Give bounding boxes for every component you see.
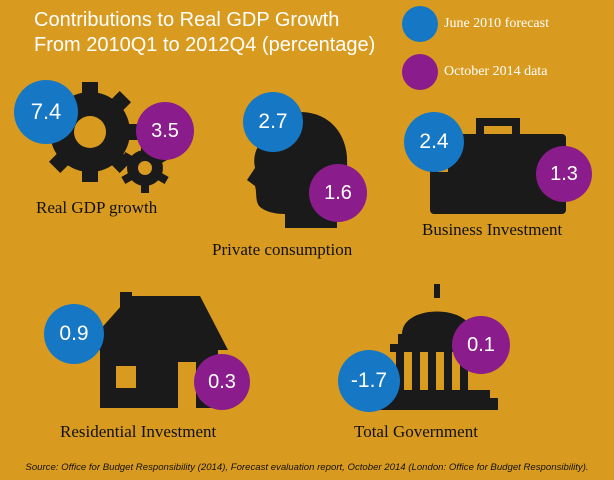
value-private-consumption-june-2010: 2.7 (258, 110, 288, 133)
legend-item-october-2014: October 2014 data (402, 54, 564, 90)
legend-label-june-2010: June 2010 forecast (444, 16, 549, 31)
legend-item-june-2010: June 2010 forecast (402, 6, 564, 42)
bubble-residential-investment-june-2010: 0.9 (44, 304, 104, 364)
value-real-gdp-october-2014: 3.5 (151, 119, 179, 142)
bubble-private-consumption-june-2010: 2.7 (243, 92, 303, 152)
house-icon (82, 292, 228, 408)
title-line-2: From 2010Q1 to 2012Q4 (percentage) (34, 34, 376, 56)
title-line-1: Contributions to Real GDP Growth (34, 9, 340, 31)
label-real-gdp-growth: Real GDP growth (36, 198, 158, 217)
value-private-consumption-october-2014: 1.6 (324, 181, 352, 204)
legend-label-october-2014: October 2014 data (444, 64, 548, 79)
bubble-real-gdp-june-2010: 7.4 (14, 80, 78, 144)
value-business-investment-june-2010: 2.4 (419, 130, 449, 153)
bubble-residential-investment-october-2014: 0.3 (194, 354, 250, 410)
label-residential-investment: Residential Investment (60, 422, 217, 441)
value-business-investment-october-2014: 1.3 (550, 162, 578, 185)
capitol-icon (376, 284, 498, 410)
bubble-business-investment-june-2010: 2.4 (404, 112, 464, 172)
label-business-investment: Business Investment (422, 220, 563, 239)
legend-swatch-blue (402, 6, 438, 42)
bubble-private-consumption-october-2014: 1.6 (309, 164, 367, 222)
value-residential-investment-june-2010: 0.9 (59, 322, 89, 345)
label-private-consumption: Private consumption (212, 240, 353, 259)
bubble-real-gdp-october-2014: 3.5 (136, 102, 194, 160)
value-real-gdp-june-2010: 7.4 (30, 99, 62, 124)
bubble-business-investment-october-2014: 1.3 (536, 146, 592, 202)
chart-title: Contributions to Real GDP Growth From 20… (34, 8, 414, 58)
value-total-government-june-2010: -1.7 (350, 369, 388, 392)
legend-swatch-purple (402, 54, 438, 90)
value-residential-investment-october-2014: 0.3 (208, 370, 236, 393)
bubble-total-government-june-2010: -1.7 (338, 350, 400, 412)
bubble-total-government-october-2014: 0.1 (452, 316, 510, 374)
value-total-government-october-2014: 0.1 (467, 333, 495, 356)
label-total-government: Total Government (354, 422, 478, 441)
source-note: Source: Office for Budget Responsibility… (25, 462, 589, 473)
